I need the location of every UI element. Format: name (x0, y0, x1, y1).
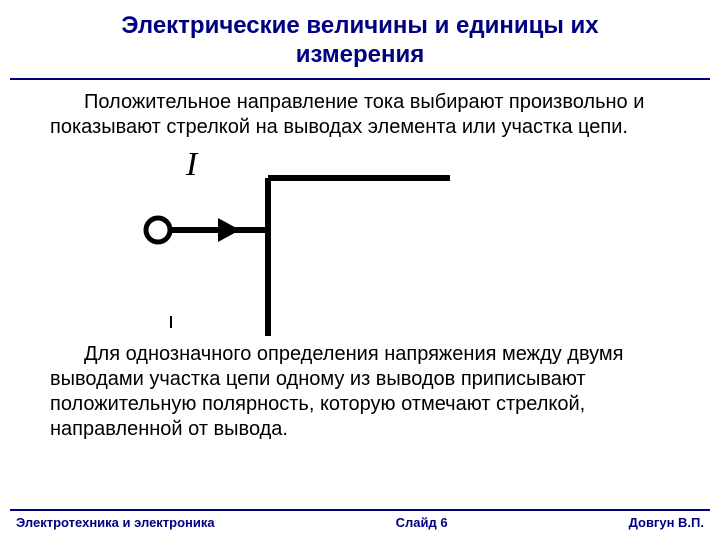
footer-left: Электротехника и электроника (16, 515, 215, 530)
slide-footer: Электротехника и электроника Слайд 6 Дов… (10, 509, 710, 530)
small-tick (170, 316, 172, 328)
current-direction-diagram: I (110, 146, 450, 336)
slide-title: Электрические величины и единицы их изме… (0, 0, 720, 78)
current-label-I: I (186, 146, 197, 184)
content-area: Положительное направление тока выбирают … (0, 80, 720, 442)
footer-center: Слайд 6 (396, 515, 448, 530)
diagram-svg (110, 146, 450, 336)
paragraph-2: Для однозначного определения напряжения … (50, 342, 670, 442)
title-line-2: измерения (296, 41, 424, 68)
title-line-1: Электрические величины и единицы их (121, 12, 598, 39)
paragraph-1: Положительное направление тока выбирают … (50, 90, 670, 140)
footer-row: Электротехника и электроника Слайд 6 Дов… (10, 511, 710, 530)
footer-right: Довгун В.П. (629, 515, 704, 530)
